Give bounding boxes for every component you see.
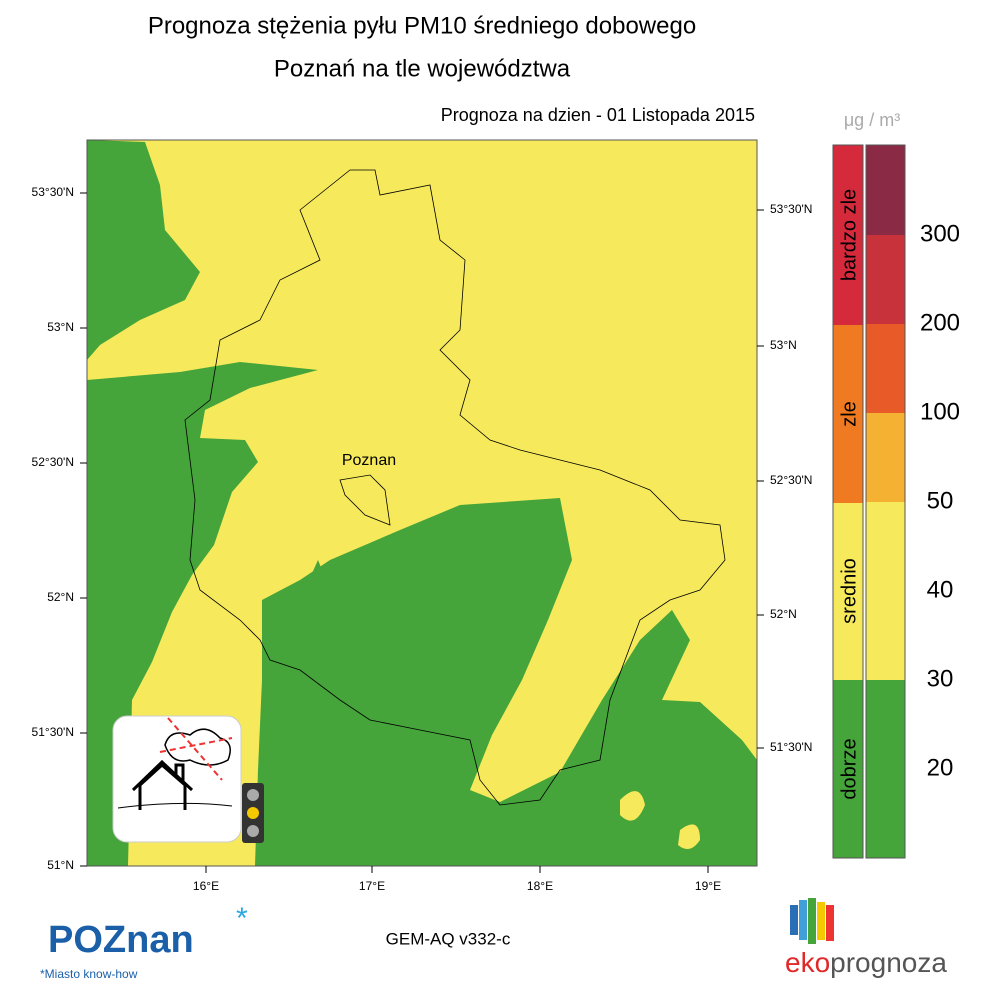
city-label: Poznan: [342, 452, 396, 469]
lat-label: 53°N: [770, 338, 797, 352]
lat-label: 52°30'N: [32, 455, 74, 469]
legend-level: 50: [927, 487, 954, 514]
lat-label: 52°N: [770, 607, 797, 621]
legend-level: 200: [920, 309, 960, 336]
lon-label: 18°E: [527, 879, 553, 893]
map-frame: [86, 139, 758, 867]
date: Prognoza na dzien - 01 Listopada 2015: [441, 105, 755, 125]
legend-level: 300: [920, 220, 960, 247]
logo-eko-a: eko: [785, 947, 830, 978]
lat-label: 51°30'N: [770, 740, 812, 754]
legend-level: 30: [927, 665, 954, 692]
legend-level: 40: [927, 576, 954, 603]
legend-category: zle: [838, 401, 860, 427]
model-label: GEM-AQ v332-c: [386, 929, 511, 948]
lat-label: 52°N: [47, 590, 74, 604]
logo-tagline: *Miasto know-how: [40, 967, 138, 981]
pictogram: [112, 715, 264, 843]
logo-star: *: [236, 902, 248, 935]
logo-poznan: POZnan: [48, 919, 194, 961]
legend-unit: μg / m³: [844, 110, 900, 130]
legend: μg / m³: [832, 110, 906, 859]
lat-label: 51°N: [47, 858, 74, 872]
lat-label: 53°30'N: [32, 185, 74, 199]
legend-level: 20: [927, 754, 954, 781]
lat-label: 52°30'N: [770, 473, 812, 487]
logo-eko: ekoprognoza: [785, 947, 947, 978]
lon-label: 16°E: [193, 879, 219, 893]
lat-label: 53°30'N: [770, 202, 812, 216]
lat-label: 51°30'N: [32, 725, 74, 739]
lat-label: 53°N: [47, 320, 74, 334]
legend-category: bardzo zle: [838, 189, 860, 281]
logo-eko-b: prognoza: [830, 947, 947, 978]
legend-level: 100: [920, 398, 960, 425]
legend-category: dobrze: [838, 738, 860, 799]
legend-category: srednio: [838, 558, 860, 624]
subtitle: Poznań na tle województwa: [274, 55, 571, 82]
title: Prognoza stężenia pyłu PM10 średniego do…: [148, 12, 696, 39]
lon-label: 17°E: [359, 879, 385, 893]
logo-bars: [790, 898, 834, 944]
lon-label: 19°E: [695, 879, 721, 893]
